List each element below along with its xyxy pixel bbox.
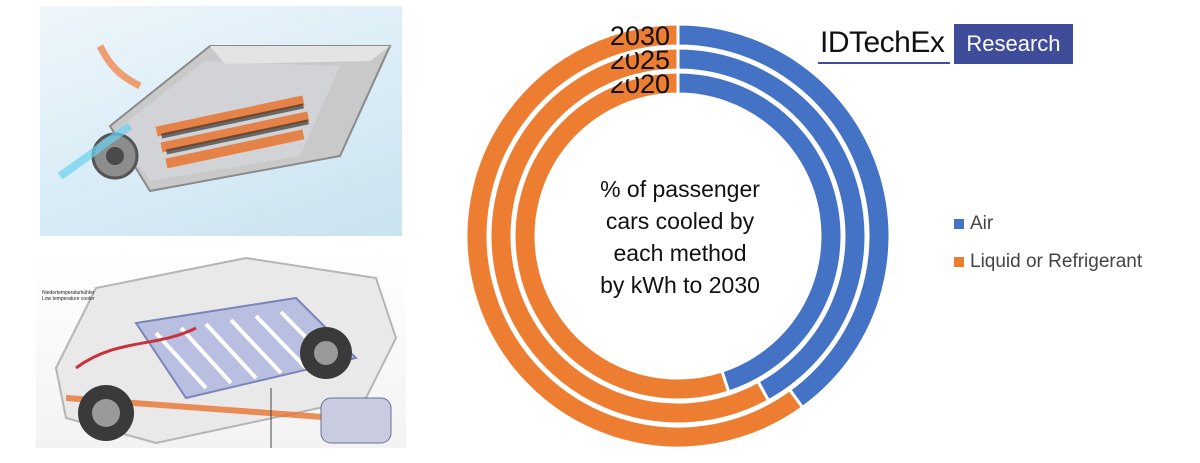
legend-label-air: Air bbox=[970, 213, 994, 234]
ring-2030-liquid-segment bbox=[464, 22, 805, 450]
center-line-1: % of passenger bbox=[600, 176, 760, 202]
cooler-caption-en: Low temperature cooler bbox=[42, 296, 95, 302]
logo-wordmark: IDTechEx bbox=[818, 24, 951, 64]
center-line-3: each method bbox=[613, 240, 747, 266]
ev-chassis-cutaway-icon bbox=[54, 256, 398, 448]
logo-research-box: Research bbox=[954, 24, 1073, 64]
legend-swatch-air bbox=[954, 219, 964, 229]
legend-item-liquid: Liquid or Refrigerant bbox=[954, 243, 1142, 281]
ring-2025-liquid-segment bbox=[488, 46, 771, 426]
ring-label-2030: 2030 bbox=[610, 21, 670, 51]
battery-pack-image bbox=[40, 6, 402, 236]
battery-pack-cutaway-icon bbox=[57, 44, 392, 193]
car-chassis-image: Niedertemperaturkühler Low temperature c… bbox=[36, 248, 406, 448]
center-line-2: cars cooled by bbox=[605, 208, 755, 234]
ring-2020-liquid-segment bbox=[512, 70, 731, 402]
chart-center-title: % of passenger cars cooled by each metho… bbox=[575, 173, 785, 301]
legend-label-liquid: Liquid or Refrigerant bbox=[970, 251, 1143, 272]
chart-legend: Air Liquid or Refrigerant bbox=[954, 205, 1142, 281]
legend-swatch-liquid bbox=[954, 257, 964, 267]
idtechex-logo: IDTechEx Research bbox=[818, 24, 1073, 64]
cooler-caption-de: Niedertemperaturkühler bbox=[42, 290, 95, 296]
legend-item-air: Air bbox=[954, 205, 1142, 243]
center-line-4: by kWh to 2030 bbox=[600, 272, 760, 298]
cooling-method-donut-chart: 2020 2025 2030 bbox=[455, 15, 905, 455]
